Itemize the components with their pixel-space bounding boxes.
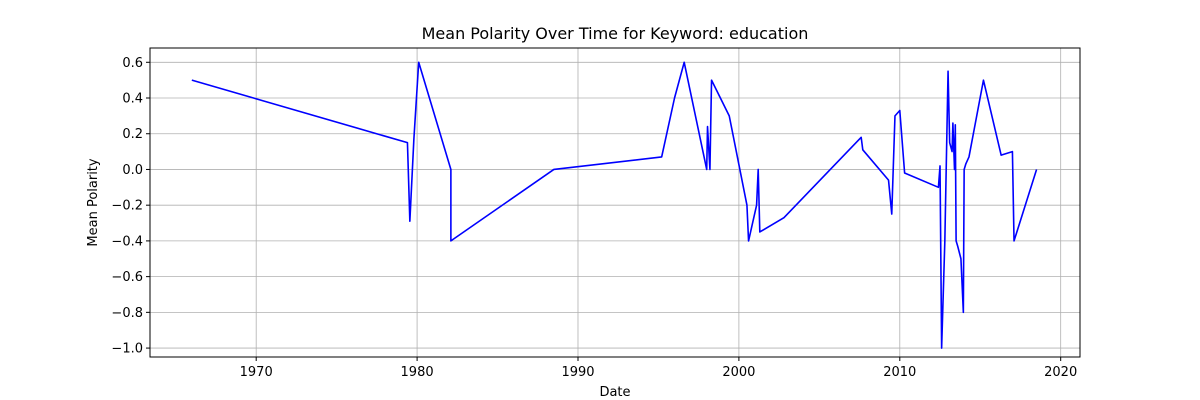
y-tick-label: −1.0 — [111, 342, 143, 357]
x-axis: 1970 1980 1990 2000 2010 2020 — [240, 357, 1077, 380]
y-tick-label: −0.2 — [111, 199, 143, 214]
x-tick-label: 1970 — [240, 365, 273, 380]
y-tick-label: −0.4 — [111, 234, 143, 249]
y-tick-label: −0.8 — [111, 306, 143, 321]
y-tick-label: −0.6 — [111, 270, 143, 285]
x-tick-label: 2020 — [1044, 365, 1077, 380]
y-tick-label: 0.4 — [122, 92, 143, 107]
x-tick-label: 1980 — [401, 365, 434, 380]
x-tick-label: 2010 — [883, 365, 916, 380]
y-axis: −1.0 −0.8 −0.6 −0.4 −0.2 0.0 0.2 0.4 0.6 — [111, 56, 150, 357]
plot-lines — [191, 61, 1038, 349]
y-tick-label: 0.6 — [122, 56, 143, 71]
plot-area-frame — [149, 47, 1081, 358]
x-axis-label: Date — [599, 385, 630, 400]
y-tick-label: 0.0 — [122, 163, 143, 178]
x-tick-label: 1990 — [561, 365, 594, 380]
chart-title: Mean Polarity Over Time for Keyword: edu… — [422, 24, 809, 43]
y-tick-label: 0.2 — [122, 127, 143, 142]
series-line — [191, 61, 1038, 349]
grid — [150, 48, 1080, 357]
y-axis-label: Mean Polarity — [86, 158, 101, 247]
x-tick-label: 2000 — [722, 365, 755, 380]
